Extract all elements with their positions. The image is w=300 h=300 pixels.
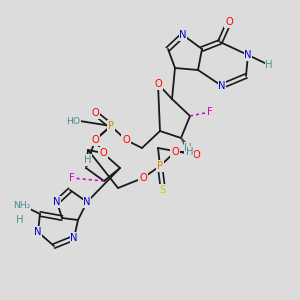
Text: O: O — [99, 148, 107, 158]
Text: O: O — [154, 79, 162, 89]
Text: N: N — [179, 30, 187, 40]
Text: N: N — [218, 81, 226, 91]
Text: O: O — [91, 135, 99, 145]
Polygon shape — [181, 138, 189, 149]
Text: O: O — [139, 173, 147, 183]
Text: P: P — [108, 121, 114, 131]
Polygon shape — [86, 160, 90, 168]
Text: O: O — [91, 135, 99, 145]
Text: O: O — [192, 150, 200, 160]
Text: H: H — [265, 60, 273, 70]
Text: F: F — [207, 107, 213, 117]
Text: H: H — [84, 155, 92, 165]
Text: H: H — [184, 143, 192, 153]
Text: N: N — [70, 233, 78, 243]
Text: O: O — [91, 108, 99, 118]
Text: H: H — [186, 147, 194, 157]
Text: N: N — [244, 50, 252, 60]
Text: F: F — [69, 173, 75, 183]
Text: O: O — [122, 135, 130, 145]
Text: H: H — [16, 215, 24, 225]
Text: N: N — [53, 197, 61, 207]
Text: O: O — [225, 17, 233, 27]
Text: N: N — [34, 227, 42, 237]
Text: O: O — [171, 147, 179, 157]
Text: NH₂: NH₂ — [13, 200, 31, 209]
Text: P: P — [157, 161, 163, 171]
Text: N: N — [83, 197, 91, 207]
Text: S: S — [160, 185, 166, 195]
Text: HO: HO — [66, 116, 80, 125]
